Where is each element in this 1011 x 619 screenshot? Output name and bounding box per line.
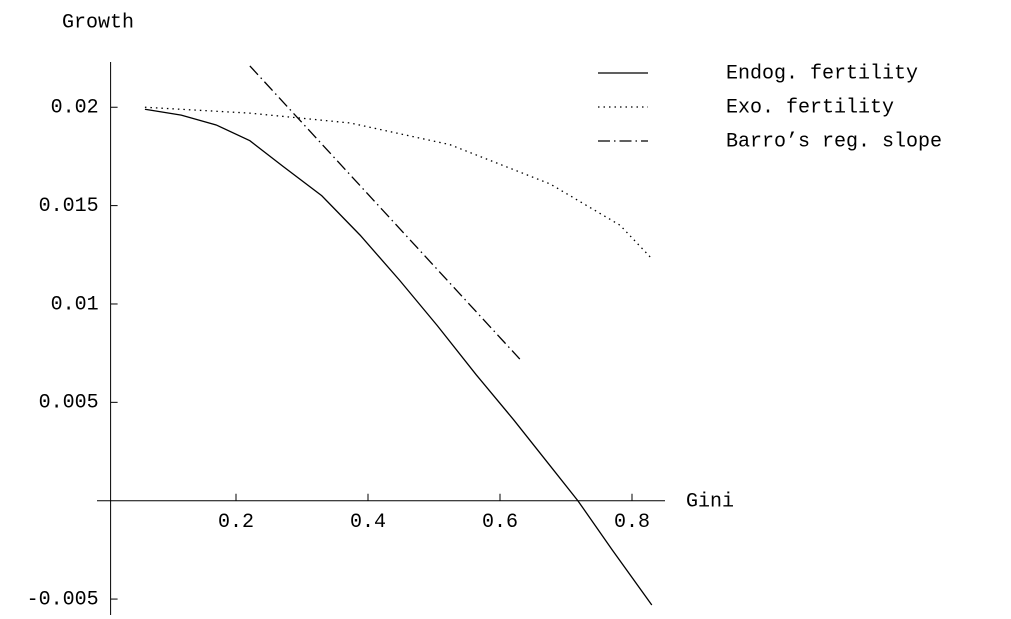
x-axis-label: Gini bbox=[686, 490, 734, 513]
y-tick-label: 0.02 bbox=[51, 97, 99, 120]
x-tick-label: 0.2 bbox=[218, 511, 254, 534]
data-line bbox=[144, 106, 653, 260]
data-line bbox=[144, 108, 653, 606]
x-tick-label: 0.8 bbox=[614, 511, 650, 534]
legend-label: Barro’s reg. slope bbox=[726, 130, 942, 153]
x-tick-label: 0.4 bbox=[350, 511, 386, 534]
legend-label: Endog. fertility bbox=[726, 62, 918, 85]
y-tick-label: 0.005 bbox=[39, 392, 99, 415]
data-line bbox=[249, 65, 521, 360]
legend-label: Exo. fertility bbox=[726, 96, 894, 119]
x-tick-label: 0.6 bbox=[482, 511, 518, 534]
y-tick-label: 0.01 bbox=[51, 293, 99, 316]
y-tick-label: -0.005 bbox=[27, 588, 99, 611]
y-axis-label: Growth bbox=[62, 11, 134, 34]
y-tick-label: 0.015 bbox=[39, 195, 99, 218]
